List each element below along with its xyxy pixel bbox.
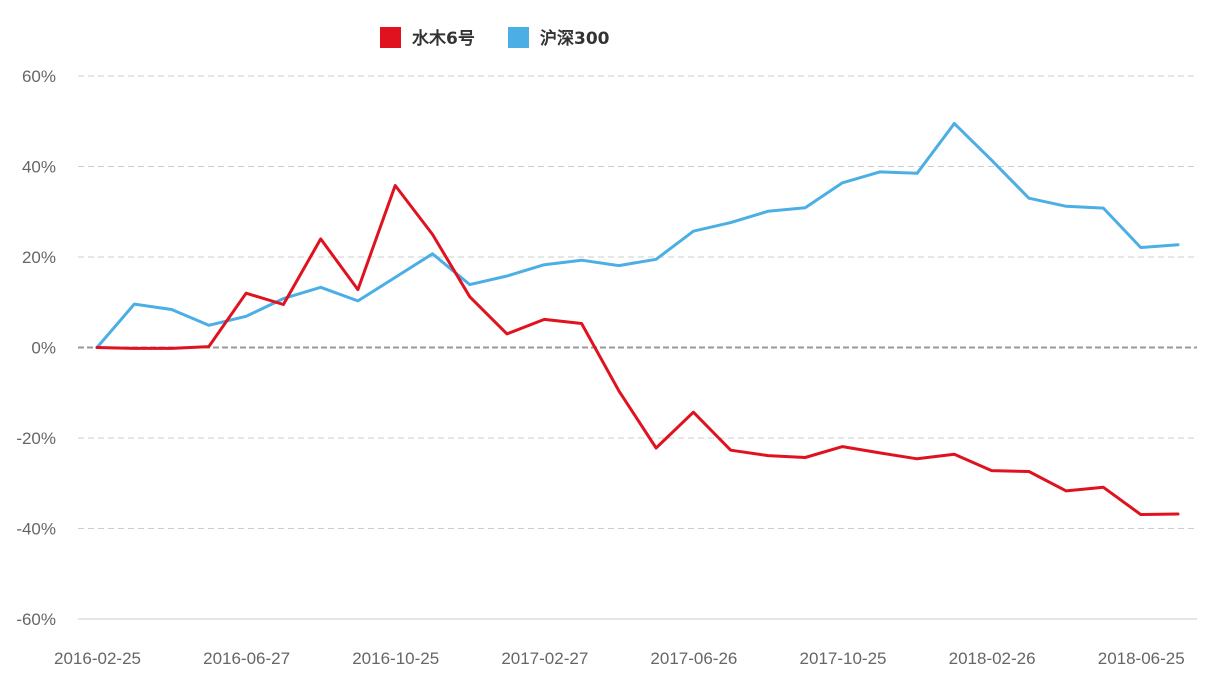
x-axis-tick-labels: 2016-02-25 2016-06-27 2016-10-25 2017-02-27… [54, 649, 1185, 668]
x-tick-label: 2016-10-25 [352, 649, 439, 668]
y-tick-label: -20% [16, 429, 56, 448]
y-tick-label: 20% [22, 248, 56, 267]
series-lines [95, 122, 1180, 516]
x-tick-label: 2018-02-26 [949, 649, 1036, 668]
x-tick-label: 2016-02-25 [54, 649, 141, 668]
y-tick-label: -60% [16, 610, 56, 629]
x-tick-label: 2017-10-25 [800, 649, 887, 668]
gridlines [78, 75, 1197, 620]
x-tick-label: 2017-02-27 [501, 649, 588, 668]
legend-swatch-shuimu6 [380, 27, 401, 48]
y-tick-label: 40% [22, 158, 56, 177]
y-tick-label: 60% [22, 67, 56, 86]
x-tick-label: 2017-06-26 [650, 649, 737, 668]
series-line-hs300 [95, 122, 1180, 349]
legend: 水木6号 沪深300 [380, 27, 610, 49]
legend-swatch-hs300 [508, 27, 529, 48]
y-tick-label: 0% [31, 339, 56, 358]
x-tick-label: 2018-06-25 [1098, 649, 1185, 668]
series-line-shuimu6 [95, 184, 1180, 516]
legend-label-shuimu6: 水木6号 [412, 28, 475, 49]
legend-label-hs300: 沪深300 [540, 28, 610, 49]
y-tick-label: -40% [16, 520, 56, 539]
y-axis-tick-labels: 60% 40% 20% 0% -20% -40% -60% [16, 67, 56, 629]
x-tick-label: 2016-06-27 [203, 649, 290, 668]
